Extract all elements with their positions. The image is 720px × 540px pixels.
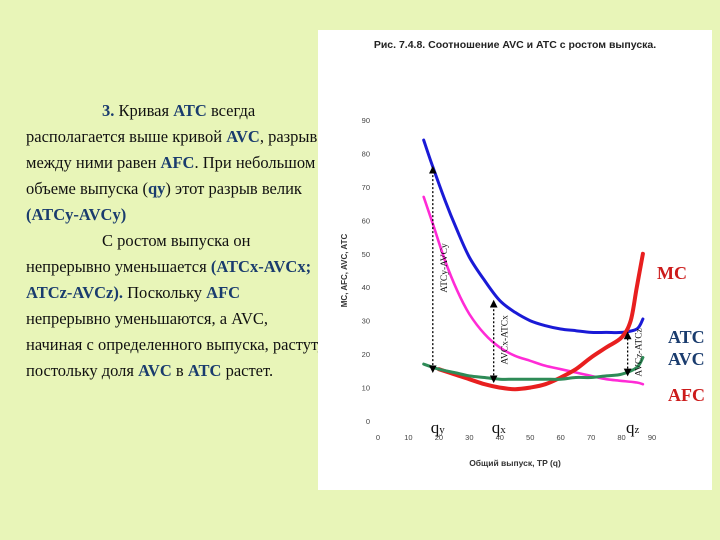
text-span: , разрыв между ними равен (26, 127, 318, 172)
y-tick-label: 20 (362, 350, 370, 359)
explanation-text: 3. Кривая ATC всегда располагается выше … (26, 98, 326, 384)
curve-label-mc: MC (657, 263, 687, 283)
text-span: непрерывно уменьшаются, а (26, 309, 232, 328)
item-number: 3. (102, 101, 115, 120)
marker-label-qy: qy (431, 418, 446, 437)
term-gap-y: (ATCy-AVCy) (26, 205, 127, 224)
marker-label-qz: qz (626, 418, 640, 437)
text-span: ) этот разрыв велик (165, 179, 302, 198)
y-axis-label: MC, AFC, AVC, ATC (340, 234, 349, 308)
chart-panel (318, 30, 712, 490)
y-tick-label: 60 (362, 216, 370, 225)
gap-label-qx: AVCx-ATCx (501, 315, 511, 365)
y-tick-label: 80 (362, 149, 370, 158)
series-line-atc (422, 138, 645, 335)
term-avc: AVC (138, 361, 172, 380)
series-line-avc (422, 356, 645, 381)
x-tick-label: 0 (376, 433, 380, 442)
series-line-mc (436, 251, 645, 392)
text-span: всегда располагается выше кривой (26, 101, 256, 146)
y-tick-label: 10 (362, 384, 370, 393)
text-span: Кривая (114, 101, 174, 120)
x-tick-label: 80 (617, 433, 625, 442)
curve-label-atc: ATC (668, 327, 705, 347)
x-axis-label: Общий выпуск, TP (q) (469, 458, 561, 468)
marker-label-qx: qx (492, 418, 507, 437)
curve-label-avc: AVC (668, 349, 705, 369)
term-atc: ATC (187, 361, 222, 380)
text-span: С ростом выпуска он непрерывно уменьшает… (26, 231, 251, 276)
y-tick-label: 90 (362, 116, 370, 125)
text-span: . При небольшом объеме выпуска ( (26, 153, 316, 198)
y-tick-label: 30 (362, 317, 370, 326)
curve-label-afc: AFC (668, 385, 705, 405)
term-afc: AFC (206, 283, 241, 302)
x-tick-label: 50 (526, 433, 534, 442)
term-atc: ATC (173, 101, 207, 120)
term-qy: qy (147, 179, 166, 198)
text-span: Поскольку (123, 283, 207, 302)
x-tick-label: 70 (587, 433, 595, 442)
y-tick-label: 50 (362, 250, 370, 259)
paragraph-2: С ростом выпуска он непрерывно уменьшает… (26, 228, 326, 384)
marker-subscript: x (500, 424, 506, 436)
term-avc: AVC (231, 309, 264, 328)
x-tick-label: 90 (648, 433, 656, 442)
x-tick-label: 30 (465, 433, 473, 442)
paragraph-1: 3. Кривая ATC всегда располагается выше … (26, 98, 326, 228)
gap-label-qy: ATCy-AVCy (440, 243, 450, 293)
marker-subscript: y (439, 424, 445, 436)
x-tick-label: 40 (496, 433, 504, 442)
term-afc: AFC (160, 153, 195, 172)
term-avc: AVC (226, 127, 260, 146)
y-tick-label: 70 (362, 183, 370, 192)
series-line-afc (422, 195, 645, 386)
y-tick-label: 0 (366, 417, 370, 426)
chart-title: Рис. 7.4.8. Соотношение AVC и ATC с рост… (373, 39, 657, 51)
x-tick-label: 60 (556, 433, 564, 442)
gap-label-qz: AVCz-ATCz (635, 328, 645, 376)
x-tick-label: 20 (435, 433, 443, 442)
term-gaps: (ATCx-AVCx; ATCz-AVCz). (26, 257, 312, 302)
y-tick-label: 40 (362, 283, 370, 292)
text-span: , начиная с определенного выпуска, расту… (26, 309, 322, 380)
marker-subscript: z (634, 424, 639, 436)
text-span: растет. (221, 361, 274, 380)
x-tick-label: 10 (404, 433, 412, 442)
text-span: в (171, 361, 188, 380)
